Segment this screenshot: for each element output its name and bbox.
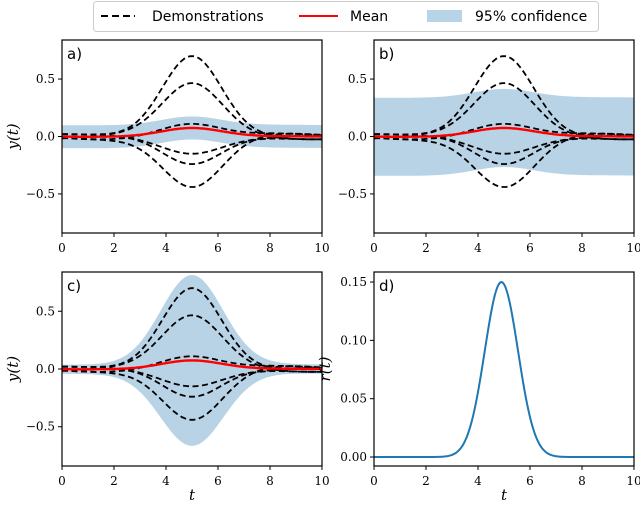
- demonstration-line: [62, 365, 322, 388]
- axes-frame: [373, 271, 635, 467]
- plot-area: [374, 280, 634, 458]
- x-tick-label: 8: [266, 241, 274, 255]
- y-tick-label: 0.5: [348, 72, 367, 86]
- x-tick-label: 2: [110, 474, 118, 488]
- panel-label: c): [67, 277, 81, 295]
- demonstration-line: [374, 133, 634, 155]
- y-tick-label: −0.5: [26, 187, 55, 201]
- x-tick-label: 4: [162, 474, 170, 488]
- x-tick-label: 10: [626, 474, 640, 488]
- y-tick-label: 0.0: [36, 362, 55, 376]
- panel-b: 0 2 4 6 8 10 0.5 0.0 −0.5 b): [338, 39, 640, 255]
- y-axis-label: r(t): [316, 356, 334, 381]
- demonstration-line: [62, 133, 322, 155]
- mean-line: [374, 126, 634, 138]
- x-tick-label: 8: [578, 474, 586, 488]
- y-axis-label: y(t): [4, 123, 22, 150]
- y-tick-label: 0.15: [340, 275, 367, 289]
- legend-frame: [93, 1, 599, 32]
- x-tick-label: 2: [422, 474, 430, 488]
- plot-area: [374, 55, 634, 188]
- demonstration-line: [374, 132, 634, 188]
- x-axis-label: t: [501, 486, 508, 504]
- x-tick-label: 2: [110, 241, 118, 255]
- x-tick-label: 8: [578, 241, 586, 255]
- confidence-band: [374, 88, 634, 176]
- plot-area: [62, 55, 322, 188]
- y-tick-label: 0.0: [36, 130, 55, 144]
- y-tick-label: 0.5: [36, 72, 55, 86]
- plot-area: [62, 275, 322, 446]
- y-tick-label: −0.5: [26, 420, 55, 434]
- x-tick-label: 10: [626, 241, 640, 255]
- legend-confidence-swatch: [427, 10, 462, 22]
- x-tick-label: 4: [474, 241, 482, 255]
- mean-line: [62, 126, 322, 138]
- panel-c: 0 2 4 6 8 10 0.5 0.0 −0.5 c) t y(t): [4, 271, 330, 504]
- x-tick-label: 6: [526, 241, 534, 255]
- legend-demonstrations-label: Demonstrations: [152, 9, 264, 25]
- mean-line: [62, 359, 322, 371]
- y-tick-label: 0.10: [340, 333, 367, 347]
- x-tick-label: 8: [266, 474, 274, 488]
- y-tick-label: 0.00: [340, 450, 367, 464]
- x-tick-label: 10: [314, 474, 329, 488]
- legend-mean-label: Mean: [350, 9, 388, 25]
- panel-a: 0 2 4 6 8 10 0.5 0.0 −0.5 a) y(t): [4, 39, 330, 255]
- x-axis-label: t: [189, 486, 196, 504]
- confidence-band: [62, 116, 322, 149]
- x-tick-label: 6: [214, 241, 222, 255]
- x-tick-label: 4: [162, 241, 170, 255]
- panel-label: a): [67, 45, 82, 63]
- y-tick-label: 0.0: [348, 130, 367, 144]
- y-tick-label: 0.05: [340, 392, 367, 406]
- demonstration-line: [62, 132, 322, 188]
- x-tick-label: 0: [370, 474, 378, 488]
- x-tick-label: 10: [314, 241, 329, 255]
- legend: Demonstrations Mean 95% confidence: [93, 1, 599, 32]
- y-tick-label: −0.5: [338, 187, 367, 201]
- x-tick-label: 0: [370, 241, 378, 255]
- y-axis-label: y(t): [4, 356, 22, 383]
- panel-label: d): [379, 277, 394, 295]
- x-tick-label: 2: [422, 241, 430, 255]
- demonstration-line: [62, 365, 322, 421]
- r-curve-line: [374, 280, 634, 458]
- x-tick-label: 4: [474, 474, 482, 488]
- x-tick-label: 0: [58, 241, 66, 255]
- panel-label: b): [379, 45, 394, 63]
- panel-d: 0 2 4 6 8 10 0.15 0.10 0.05 0.00 d) t r(t): [316, 271, 640, 504]
- legend-confidence-label: 95% confidence: [475, 9, 587, 25]
- x-tick-label: 6: [214, 474, 222, 488]
- y-tick-label: 0.5: [36, 304, 55, 318]
- x-tick-label: 6: [526, 474, 534, 488]
- x-tick-label: 0: [58, 474, 66, 488]
